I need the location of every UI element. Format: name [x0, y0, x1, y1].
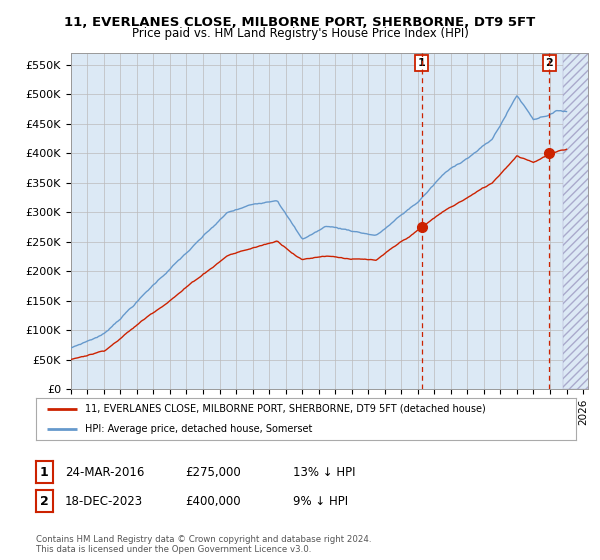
Text: 9% ↓ HPI: 9% ↓ HPI [293, 494, 348, 508]
Bar [563, 53, 600, 389]
Text: HPI: Average price, detached house, Somerset: HPI: Average price, detached house, Some… [85, 424, 312, 434]
Text: 11, EVERLANES CLOSE, MILBORNE PORT, SHERBORNE, DT9 5FT: 11, EVERLANES CLOSE, MILBORNE PORT, SHER… [64, 16, 536, 29]
Text: Contains HM Land Registry data © Crown copyright and database right 2024.
This d: Contains HM Land Registry data © Crown c… [36, 535, 371, 554]
Text: 2: 2 [40, 494, 49, 508]
Text: 2: 2 [545, 58, 553, 68]
Text: Price paid vs. HM Land Registry's House Price Index (HPI): Price paid vs. HM Land Registry's House … [131, 27, 469, 40]
Bar [563, 53, 600, 389]
Text: 18-DEC-2023: 18-DEC-2023 [65, 494, 143, 508]
Text: 1: 1 [418, 58, 425, 68]
Text: £275,000: £275,000 [185, 465, 241, 479]
Text: 1: 1 [40, 465, 49, 479]
Text: 24-MAR-2016: 24-MAR-2016 [65, 465, 144, 479]
Text: 13% ↓ HPI: 13% ↓ HPI [293, 465, 355, 479]
Text: 11, EVERLANES CLOSE, MILBORNE PORT, SHERBORNE, DT9 5FT (detached house): 11, EVERLANES CLOSE, MILBORNE PORT, SHER… [85, 404, 485, 414]
Text: £400,000: £400,000 [185, 494, 241, 508]
